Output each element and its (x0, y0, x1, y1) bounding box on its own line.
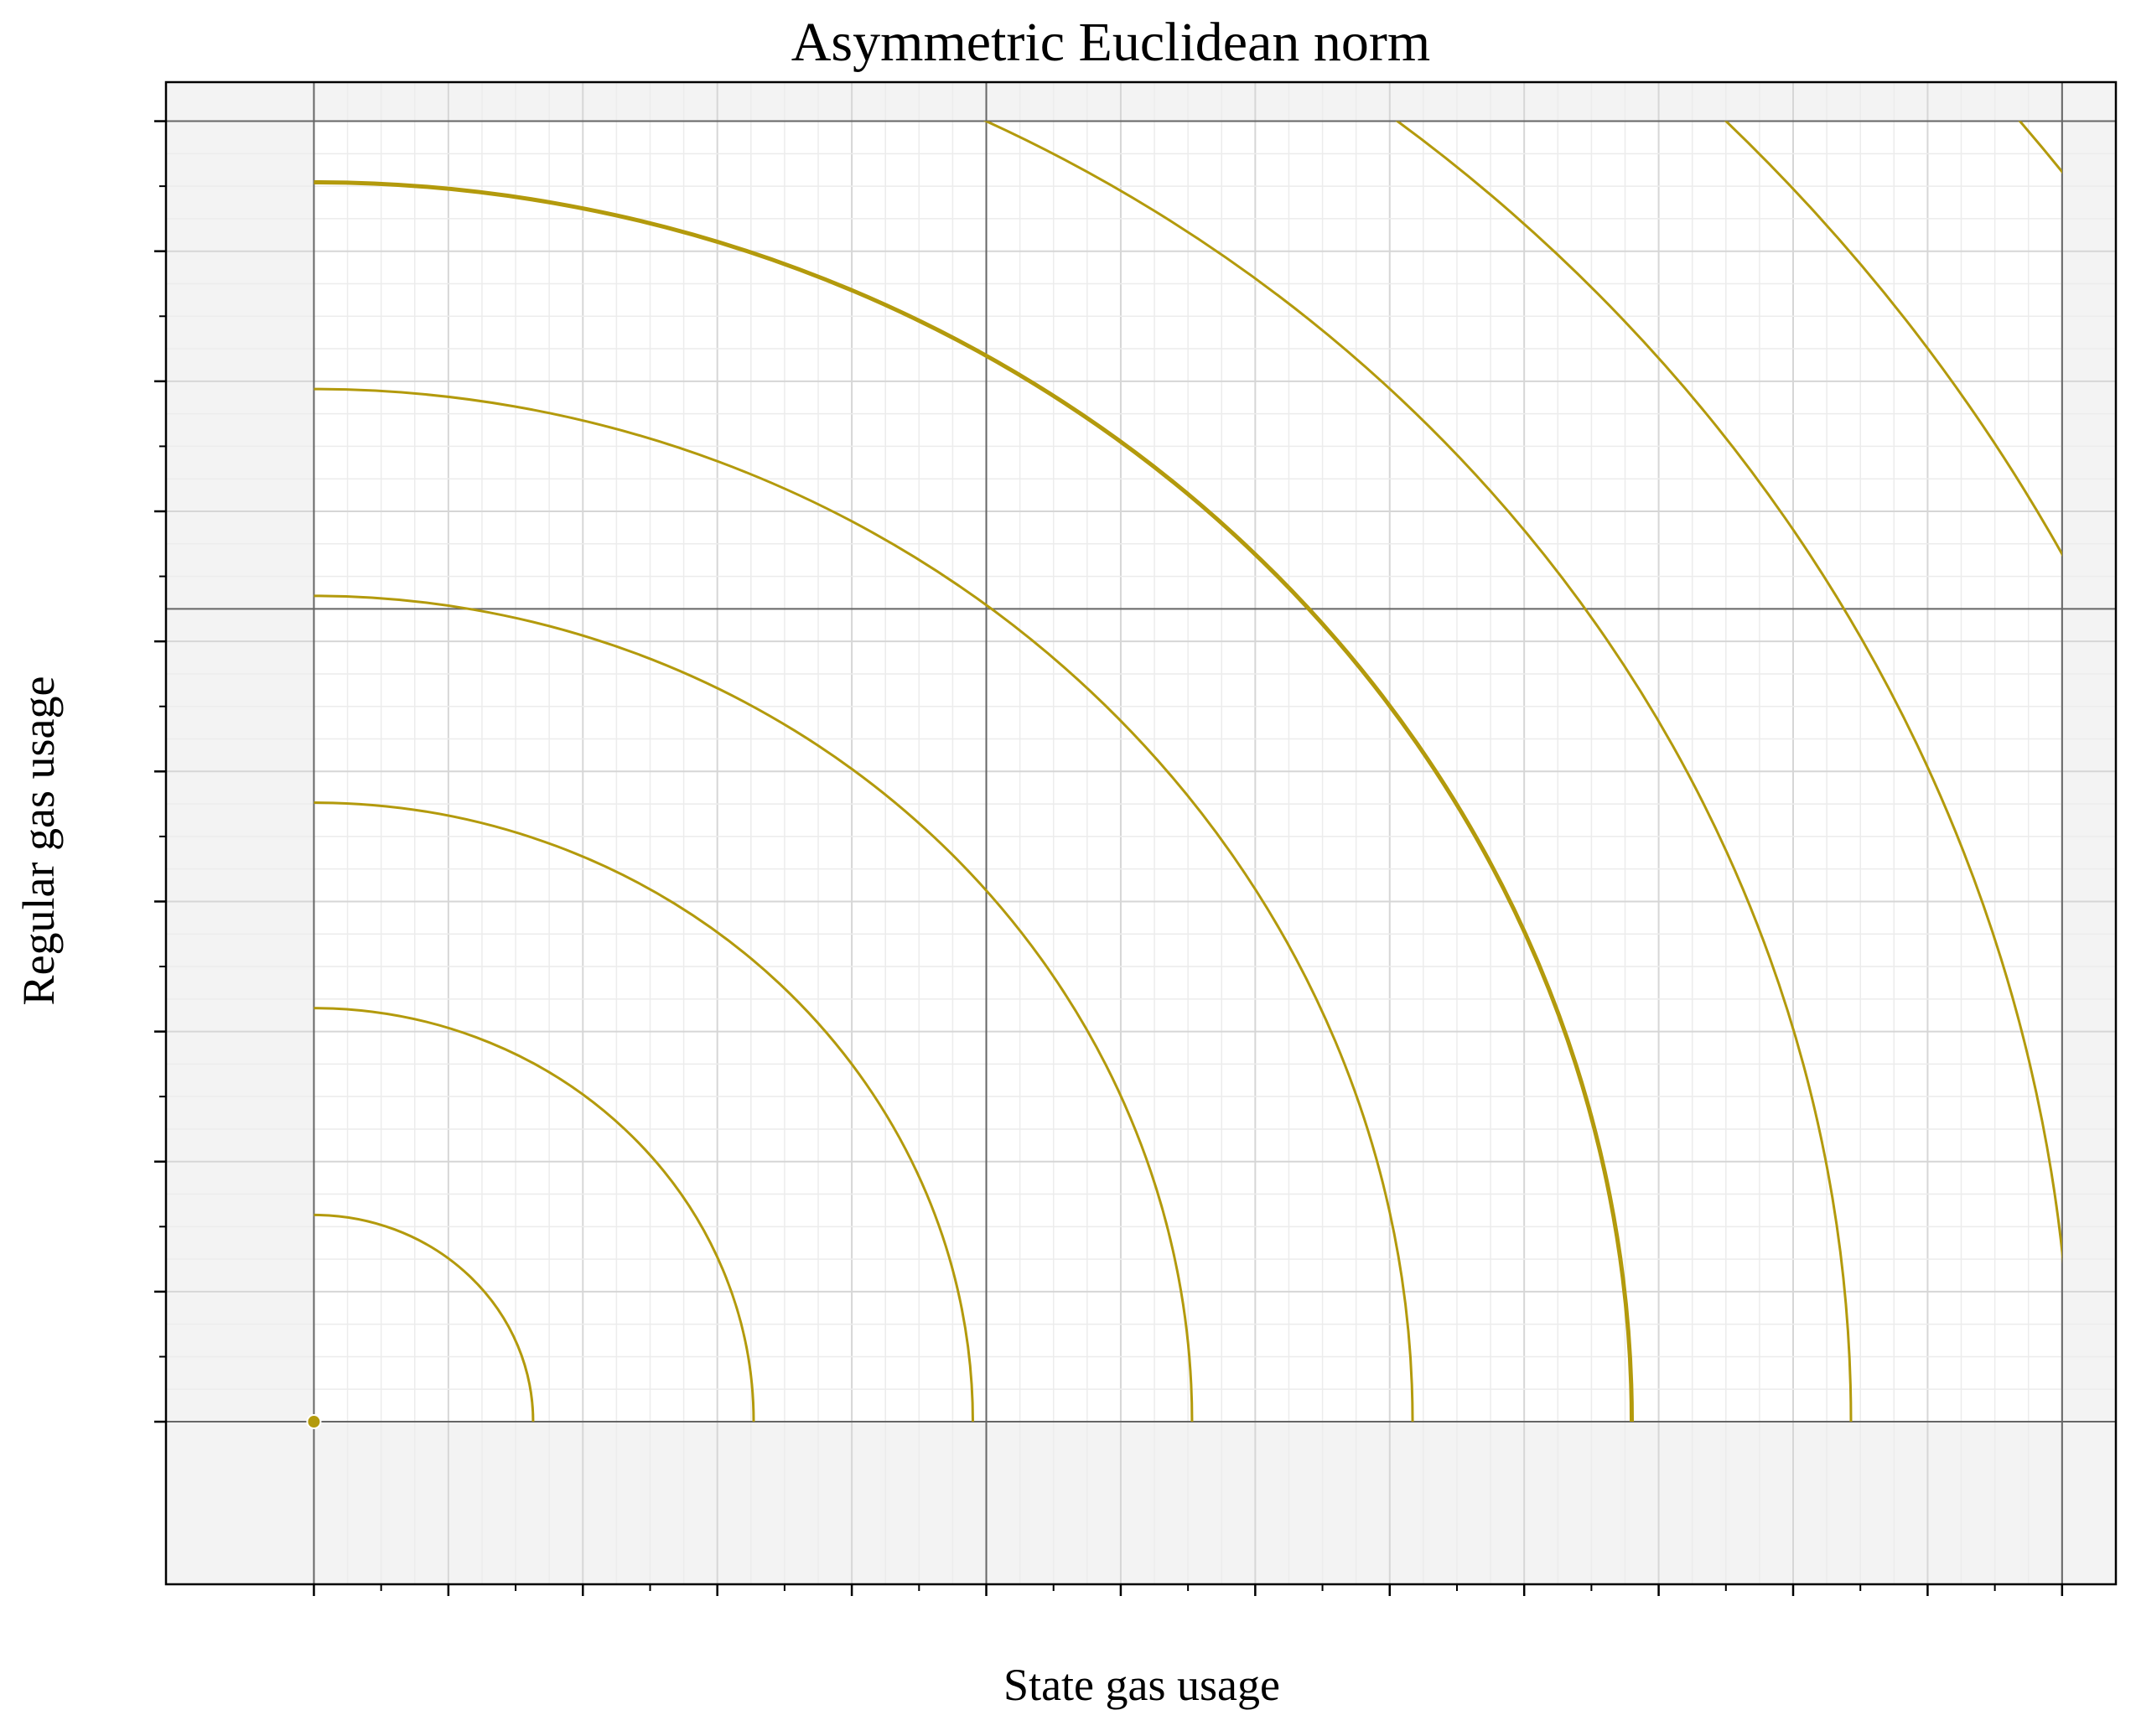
chart-title: Asymmetric Euclidean norm (791, 12, 1430, 73)
contour-line (314, 1213, 535, 1422)
y-axis-title: Regular gas usage (13, 676, 64, 1006)
shaded-regions (166, 82, 2116, 1584)
x-axis-title: State gas usage (1003, 1660, 1280, 1710)
origin-point (306, 1414, 322, 1430)
contour-line (982, 121, 1853, 1422)
marker-lines (166, 82, 2116, 1584)
plot-border (164, 80, 2118, 1586)
contour-labels (306, 1414, 322, 1430)
plot-frame (164, 80, 2118, 1586)
contour-line (314, 1007, 755, 1422)
contour-lines (314, 121, 2062, 1422)
contour-line (314, 594, 1194, 1422)
contour-line (314, 387, 1414, 1422)
contour-line (314, 179, 1635, 1422)
contour-arcs (314, 121, 2062, 1422)
ticks (154, 120, 2064, 1596)
contour-line (1395, 121, 2062, 1264)
contour-line (314, 801, 974, 1422)
